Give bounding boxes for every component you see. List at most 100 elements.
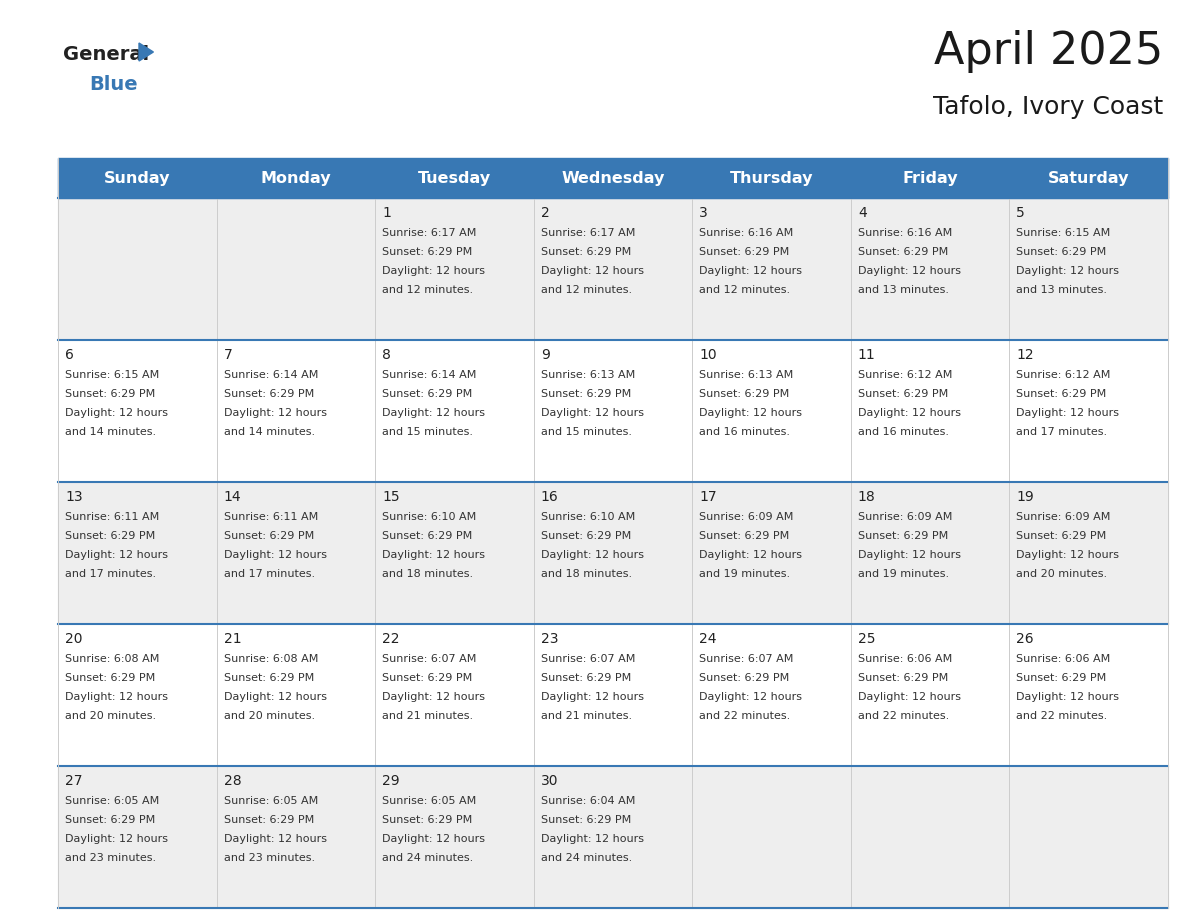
Text: 27: 27 [65,774,82,788]
Text: Friday: Friday [903,171,958,185]
Text: Sunset: 6:29 PM: Sunset: 6:29 PM [383,815,473,825]
Text: 17: 17 [700,490,716,504]
Text: Daylight: 12 hours: Daylight: 12 hours [858,408,961,418]
Text: and 20 minutes.: and 20 minutes. [223,711,315,721]
Text: Sunrise: 6:08 AM: Sunrise: 6:08 AM [65,654,159,664]
Text: and 22 minutes.: and 22 minutes. [858,711,949,721]
Text: and 22 minutes.: and 22 minutes. [1017,711,1107,721]
Bar [58,482,1168,624]
Text: Daylight: 12 hours: Daylight: 12 hours [700,692,802,702]
Text: Sunset: 6:29 PM: Sunset: 6:29 PM [700,673,790,683]
Text: 24: 24 [700,632,716,646]
Text: Sunset: 6:29 PM: Sunset: 6:29 PM [65,815,156,825]
Text: Sunrise: 6:16 AM: Sunrise: 6:16 AM [858,228,952,238]
Text: 19: 19 [1017,490,1035,504]
Text: Sunrise: 6:05 AM: Sunrise: 6:05 AM [383,796,476,806]
Text: Daylight: 12 hours: Daylight: 12 hours [1017,550,1119,560]
Text: and 14 minutes.: and 14 minutes. [65,427,156,437]
Text: Sunset: 6:29 PM: Sunset: 6:29 PM [858,247,948,257]
Text: and 17 minutes.: and 17 minutes. [65,569,156,579]
Text: Thursday: Thursday [729,171,814,185]
Text: Sunset: 6:29 PM: Sunset: 6:29 PM [858,531,948,541]
Polygon shape [139,43,153,61]
Text: Sunset: 6:29 PM: Sunset: 6:29 PM [65,389,156,399]
Bar [58,766,1168,908]
Text: 2: 2 [541,206,550,220]
Text: 28: 28 [223,774,241,788]
Text: Sunset: 6:29 PM: Sunset: 6:29 PM [383,673,473,683]
Text: 8: 8 [383,348,391,362]
Text: 29: 29 [383,774,400,788]
Text: and 21 minutes.: and 21 minutes. [383,711,473,721]
Text: Sunset: 6:29 PM: Sunset: 6:29 PM [223,673,314,683]
Text: Sunset: 6:29 PM: Sunset: 6:29 PM [223,815,314,825]
Text: Sunset: 6:29 PM: Sunset: 6:29 PM [541,247,631,257]
Bar [58,624,1168,766]
Text: Sunset: 6:29 PM: Sunset: 6:29 PM [1017,247,1107,257]
Text: Sunrise: 6:12 AM: Sunrise: 6:12 AM [858,370,953,380]
Text: 30: 30 [541,774,558,788]
Text: 25: 25 [858,632,876,646]
Text: and 16 minutes.: and 16 minutes. [700,427,790,437]
Text: Sunrise: 6:12 AM: Sunrise: 6:12 AM [1017,370,1111,380]
Text: and 14 minutes.: and 14 minutes. [223,427,315,437]
Text: Sunrise: 6:15 AM: Sunrise: 6:15 AM [65,370,159,380]
Text: Sunset: 6:29 PM: Sunset: 6:29 PM [383,247,473,257]
Text: and 18 minutes.: and 18 minutes. [383,569,473,579]
Text: 11: 11 [858,348,876,362]
Text: Daylight: 12 hours: Daylight: 12 hours [223,408,327,418]
Text: Sunset: 6:29 PM: Sunset: 6:29 PM [700,389,790,399]
Text: Daylight: 12 hours: Daylight: 12 hours [223,550,327,560]
Text: Monday: Monday [260,171,331,185]
Text: and 24 minutes.: and 24 minutes. [383,853,473,863]
Text: Sunset: 6:29 PM: Sunset: 6:29 PM [700,247,790,257]
Text: Saturday: Saturday [1048,171,1130,185]
Text: Sunrise: 6:05 AM: Sunrise: 6:05 AM [223,796,318,806]
Text: and 15 minutes.: and 15 minutes. [541,427,632,437]
Text: and 13 minutes.: and 13 minutes. [858,285,949,295]
Text: and 12 minutes.: and 12 minutes. [541,285,632,295]
Text: and 15 minutes.: and 15 minutes. [383,427,473,437]
Text: 1: 1 [383,206,391,220]
Text: Sunrise: 6:09 AM: Sunrise: 6:09 AM [700,512,794,522]
Text: 13: 13 [65,490,83,504]
Text: Daylight: 12 hours: Daylight: 12 hours [223,692,327,702]
Text: Sunrise: 6:05 AM: Sunrise: 6:05 AM [65,796,159,806]
Text: Tafolo, Ivory Coast: Tafolo, Ivory Coast [933,95,1163,119]
Text: Sunday: Sunday [105,171,171,185]
Text: Daylight: 12 hours: Daylight: 12 hours [383,266,485,276]
Text: Sunset: 6:29 PM: Sunset: 6:29 PM [700,531,790,541]
Text: Sunrise: 6:04 AM: Sunrise: 6:04 AM [541,796,636,806]
Text: and 17 minutes.: and 17 minutes. [223,569,315,579]
Text: 26: 26 [1017,632,1034,646]
Text: and 22 minutes.: and 22 minutes. [700,711,790,721]
Text: Blue: Blue [89,75,138,94]
Text: Sunrise: 6:11 AM: Sunrise: 6:11 AM [223,512,318,522]
Text: Sunrise: 6:10 AM: Sunrise: 6:10 AM [541,512,634,522]
Text: Sunset: 6:29 PM: Sunset: 6:29 PM [541,531,631,541]
Text: and 16 minutes.: and 16 minutes. [858,427,949,437]
Text: Sunrise: 6:13 AM: Sunrise: 6:13 AM [541,370,634,380]
Text: Sunset: 6:29 PM: Sunset: 6:29 PM [858,389,948,399]
Text: Sunrise: 6:14 AM: Sunrise: 6:14 AM [383,370,476,380]
Text: Sunrise: 6:13 AM: Sunrise: 6:13 AM [700,370,794,380]
Text: Daylight: 12 hours: Daylight: 12 hours [541,692,644,702]
Text: Sunset: 6:29 PM: Sunset: 6:29 PM [1017,531,1107,541]
Text: and 18 minutes.: and 18 minutes. [541,569,632,579]
Text: and 20 minutes.: and 20 minutes. [65,711,156,721]
Text: Wednesday: Wednesday [561,171,665,185]
Text: Daylight: 12 hours: Daylight: 12 hours [700,266,802,276]
Text: Sunset: 6:29 PM: Sunset: 6:29 PM [858,673,948,683]
Text: Sunset: 6:29 PM: Sunset: 6:29 PM [1017,673,1107,683]
Text: 3: 3 [700,206,708,220]
Text: 10: 10 [700,348,716,362]
Text: Daylight: 12 hours: Daylight: 12 hours [1017,408,1119,418]
Text: Sunrise: 6:06 AM: Sunrise: 6:06 AM [858,654,952,664]
Text: Sunrise: 6:15 AM: Sunrise: 6:15 AM [1017,228,1111,238]
Bar [58,158,1168,198]
Text: and 19 minutes.: and 19 minutes. [858,569,949,579]
Text: Daylight: 12 hours: Daylight: 12 hours [858,266,961,276]
Text: Daylight: 12 hours: Daylight: 12 hours [65,550,168,560]
Text: Sunrise: 6:17 AM: Sunrise: 6:17 AM [383,228,476,238]
Text: 20: 20 [65,632,82,646]
